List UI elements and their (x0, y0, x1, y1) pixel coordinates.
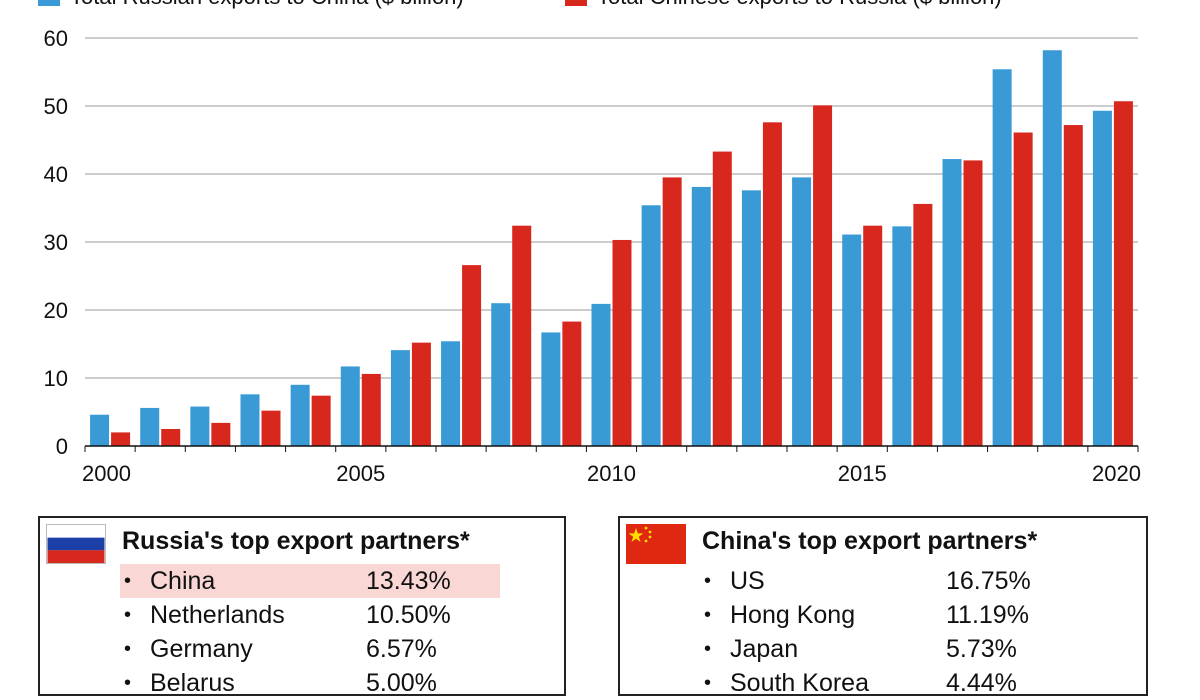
bar-chart: 0 10 20 30 40 50 60 2000 2005 2010 2015 2020 Total R… (38, 0, 1141, 486)
russia-export-bar-2018 (992, 69, 1012, 446)
russia-export-bar-2019 (1042, 50, 1062, 447)
bullet-icon: • (124, 638, 132, 660)
russia-partners-panel: Russia's top export partners* • China 13.4… (38, 516, 566, 697)
partner-row: • China 13.43% (120, 564, 500, 598)
china-export-bar-2017 (963, 160, 983, 446)
partner-name: China (150, 567, 216, 595)
x-tick-label: 2010 (587, 461, 636, 486)
y-tick-label: 30 (44, 230, 68, 255)
partner-row: • South Korea 4.44% (700, 666, 1080, 700)
china-export-bar-2014 (813, 105, 833, 446)
russia-export-bar-2005 (340, 366, 360, 446)
partner-share: 6.57% (366, 635, 437, 663)
y-tick-label: 40 (44, 162, 68, 187)
china-export-bar-2012 (712, 151, 732, 446)
china-export-bar-2015 (863, 225, 883, 446)
legend-swatch-russia (38, 0, 60, 6)
russia-export-bar-2003 (240, 394, 260, 446)
russia-export-bar-2012 (691, 186, 711, 447)
china-export-bar-2009 (562, 321, 582, 446)
partner-share: 10.50% (366, 601, 451, 629)
partner-share: 13.43% (366, 567, 451, 595)
bullet-icon: • (704, 570, 712, 592)
partner-row: • Hong Kong 11.19% (700, 598, 1080, 632)
partner-row: • Japan 5.73% (700, 632, 1080, 666)
russia-flag-icon (46, 524, 106, 564)
china-export-bar-2000 (111, 432, 131, 446)
y-tick-label: 0 (56, 434, 68, 459)
partner-share: 4.44% (946, 669, 1017, 697)
partner-row: • Belarus 5.00% (120, 666, 500, 700)
china-export-bar-2007 (462, 265, 482, 446)
russia-export-bar-2007 (441, 341, 461, 446)
china-export-bar-2018 (1013, 132, 1033, 446)
china-partner-list: • US 16.75% • Hong Kong 11.19% • Japan 5.73% • Sou… (700, 564, 1080, 700)
partner-share: 5.00% (366, 669, 437, 697)
russia-panel-title: Russia's top export partners* (122, 527, 470, 555)
x-tick-label: 2005 (336, 461, 385, 486)
partner-row: • Netherlands 10.50% (120, 598, 500, 632)
partner-share: 16.75% (946, 567, 1031, 595)
y-tick-label: 60 (44, 26, 68, 51)
y-tick-label: 20 (44, 298, 68, 323)
russia-export-bar-2014 (792, 177, 812, 446)
partner-name: US (730, 567, 765, 595)
partner-name: Netherlands (150, 601, 285, 629)
bullet-icon: • (704, 638, 712, 660)
russia-export-bar-2013 (741, 190, 761, 446)
partner-name: Germany (150, 635, 253, 663)
china-export-bar-2003 (261, 410, 281, 446)
russia-export-bar-2015 (842, 234, 862, 446)
legend-label-china: Total Chinese exports to Russia ($ billi… (597, 0, 1002, 9)
legend-label-russia: Total Russian exports to China ($ billio… (70, 0, 464, 9)
partner-row: • US 16.75% (700, 564, 1080, 598)
russia-export-bar-2009 (541, 332, 561, 446)
partner-name: Belarus (150, 669, 235, 697)
partner-name: South Korea (730, 669, 869, 697)
x-tick-label: 2015 (838, 461, 887, 486)
x-tick-label: 2020 (1092, 461, 1141, 486)
china-export-bar-2008 (512, 225, 532, 446)
partner-name: Hong Kong (730, 601, 856, 629)
china-panel-title: China's top export partners* (702, 527, 1038, 555)
china-export-bar-2005 (361, 373, 381, 446)
russia-export-bar-2004 (290, 384, 310, 446)
partner-share: 11.19% (946, 601, 1029, 629)
china-export-bar-2016 (913, 203, 933, 446)
china-export-bar-2011 (662, 177, 682, 446)
bullet-icon: • (124, 570, 132, 592)
russia-export-bar-2002 (190, 406, 210, 446)
russia-export-bar-2011 (641, 205, 661, 446)
partner-row: • Germany 6.57% (120, 632, 500, 666)
china-export-bar-2019 (1063, 125, 1083, 446)
china-export-bar-2006 (411, 342, 431, 446)
russia-export-bar-2008 (491, 303, 511, 446)
bullet-icon: • (124, 672, 132, 694)
china-export-bar-2001 (161, 429, 181, 446)
china-export-bar-2004 (311, 395, 331, 446)
y-tick-label: 50 (44, 94, 68, 119)
russia-export-bar-2016 (892, 226, 912, 446)
china-export-bar-2002 (211, 422, 231, 446)
china-export-bar-2020 (1113, 101, 1133, 447)
partner-share: 5.73% (946, 635, 1017, 663)
china-export-bar-2013 (762, 122, 782, 446)
y-tick-label: 10 (44, 366, 68, 391)
russia-export-bar-2010 (591, 303, 611, 446)
russia-export-bar-2001 (140, 407, 160, 446)
partner-name: Japan (730, 635, 799, 663)
china-flag-icon (626, 524, 686, 564)
china-export-bar-2010 (612, 239, 632, 446)
bullet-icon: • (124, 604, 132, 626)
x-tick-label: 2000 (82, 461, 131, 486)
bullet-icon: • (704, 672, 712, 694)
russia-export-bar-2017 (942, 159, 962, 447)
legend-swatch-china (565, 0, 587, 6)
bullet-icon: • (704, 604, 712, 626)
russia-partner-list: • China 13.43% • Netherlands 10.50% • Germany 6.… (120, 564, 500, 700)
russia-export-bar-2000 (90, 414, 110, 446)
china-partners-panel: China's top export partners* • US 16.75% • H… (618, 516, 1148, 697)
russia-export-bar-2020 (1092, 110, 1112, 446)
russia-export-bar-2006 (390, 350, 410, 446)
